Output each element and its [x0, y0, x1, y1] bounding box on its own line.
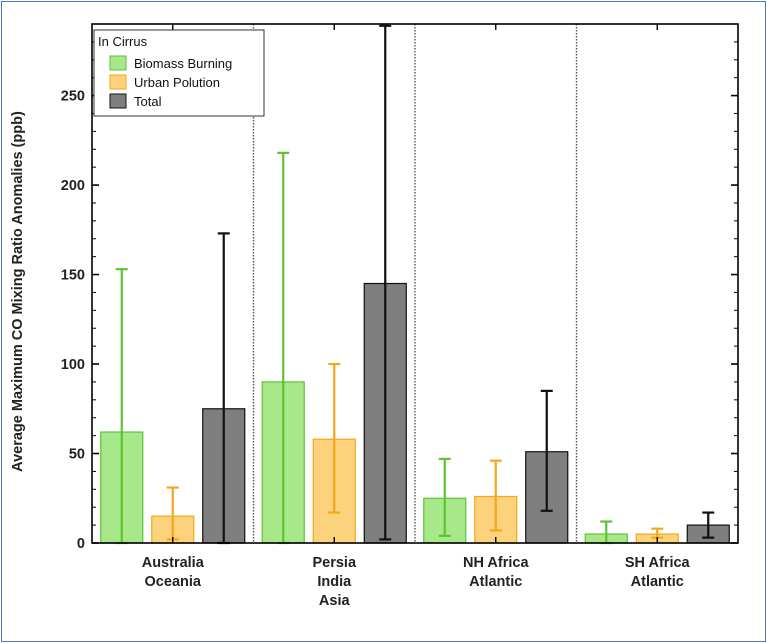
y-axis-label: Average Maximum CO Mixing Ratio Anomalie…	[10, 111, 26, 472]
group-separators	[252, 24, 578, 543]
legend-label: Biomass Burning	[134, 56, 232, 71]
legend-swatch	[109, 55, 127, 71]
y-tick-label: 100	[61, 357, 85, 373]
x-tick-label: Persia India Asia	[312, 555, 356, 609]
y-tick-label: 150	[61, 268, 85, 284]
legend: In Cirrus Biomass Burning Urban Polution T…	[93, 29, 265, 117]
y-tick-label: 200	[61, 178, 85, 194]
legend-swatch	[109, 74, 127, 90]
legend-items: Biomass Burning Urban Polution Total	[109, 55, 232, 109]
x-tick-label: SH Africa Atlantic	[625, 555, 691, 590]
plot-area-border	[91, 23, 739, 544]
x-tick-label: NH Africa Atlantic	[463, 555, 529, 590]
y-tick-label: 250	[61, 89, 85, 105]
legend-title: In Cirrus	[98, 34, 148, 49]
legend-swatch	[109, 93, 127, 109]
legend-label: Urban Polution	[134, 75, 220, 90]
legend-label: Total	[134, 94, 162, 109]
y-tick-label: 0	[77, 536, 85, 552]
x-axis-labels: Australia Oceania Persia India Asia NH Africa…	[142, 555, 691, 609]
error-bars-layer	[115, 24, 715, 545]
y-tick-label: 50	[69, 447, 85, 463]
x-tick-label: Australia Oceania	[142, 555, 205, 590]
